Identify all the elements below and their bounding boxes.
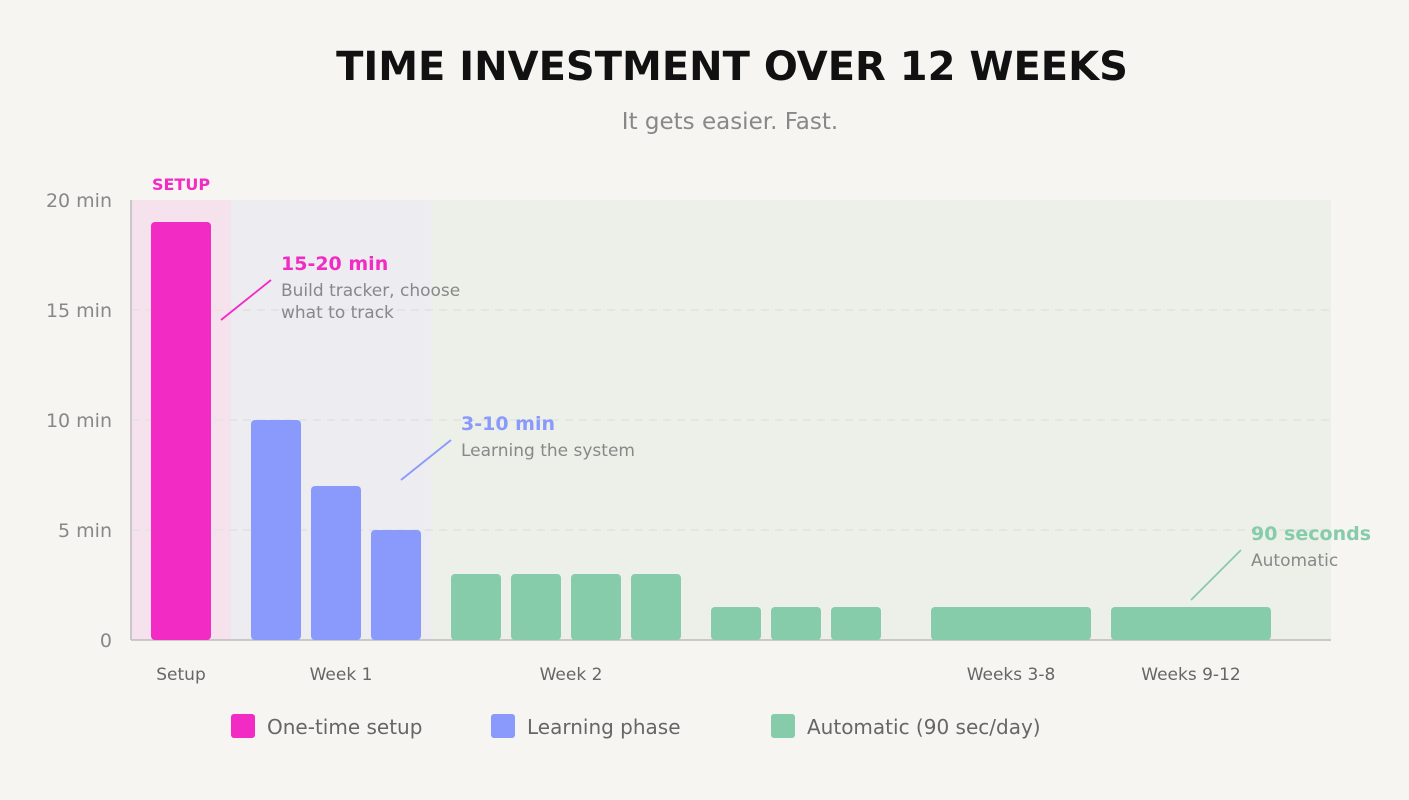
bar-setup [151, 222, 211, 640]
chart-title: TIME INVESTMENT OVER 12 WEEKS [336, 44, 1128, 90]
bar-automatic [711, 607, 761, 640]
bar-automatic [511, 574, 561, 640]
legend-swatch-automatic [771, 714, 795, 738]
annotation-leader-line [1190, 549, 1242, 601]
bar-learning [311, 486, 361, 640]
bar-automatic [831, 607, 881, 640]
y-tick-label: 5 min [58, 520, 112, 542]
bar-automatic [451, 574, 501, 640]
legend-label-setup: One-time setup [267, 715, 422, 739]
annotation-text: Learning the system [461, 441, 635, 461]
annotation-leader-line [220, 279, 272, 321]
y-tick-label: 0 [100, 630, 112, 652]
annotation-heading: 15-20 min [281, 253, 388, 275]
legend-label-automatic: Automatic (90 sec/day) [807, 715, 1041, 739]
bar-learning [371, 530, 421, 640]
x-tick-labels: Setup Week 1 Week 2 Weeks 3-8 Weeks 9-12 [156, 665, 1240, 685]
setup-band-label: SETUP [152, 175, 210, 194]
x-tick-label: Week 2 [540, 665, 603, 685]
legend-label-learning: Learning phase [527, 715, 681, 739]
x-tick-label: Setup [156, 665, 205, 685]
x-tick-label: Weeks 9-12 [1141, 665, 1240, 685]
annotation-text: Build tracker, choose [281, 281, 460, 301]
annotation-heading: 90 seconds [1251, 523, 1371, 545]
bar-automatic [771, 607, 821, 640]
chart-subtitle: It gets easier. Fast. [622, 109, 838, 135]
annotation-leader-line [400, 439, 452, 481]
legend: One-time setup Learning phase Automatic (9… [231, 714, 1041, 739]
bar-automatic [1111, 607, 1271, 640]
bar-automatic [931, 607, 1091, 640]
bars [151, 222, 1271, 640]
bar-automatic [631, 574, 681, 640]
y-tick-label: 20 min [46, 190, 112, 212]
x-tick-label: Week 1 [310, 665, 373, 685]
bar-automatic [571, 574, 621, 640]
annotation-text: Automatic [1251, 551, 1338, 571]
x-tick-label: Weeks 3-8 [967, 665, 1056, 685]
bar-learning [251, 420, 301, 640]
legend-swatch-learning [491, 714, 515, 738]
y-tick-labels: 0 5 min 10 min 15 min 20 min [46, 190, 112, 652]
y-tick-label: 15 min [46, 300, 112, 322]
annotation-text: what to track [281, 303, 394, 323]
legend-swatch-setup [231, 714, 255, 738]
y-tick-label: 10 min [46, 410, 112, 432]
annotation-heading: 3-10 min [461, 413, 555, 435]
